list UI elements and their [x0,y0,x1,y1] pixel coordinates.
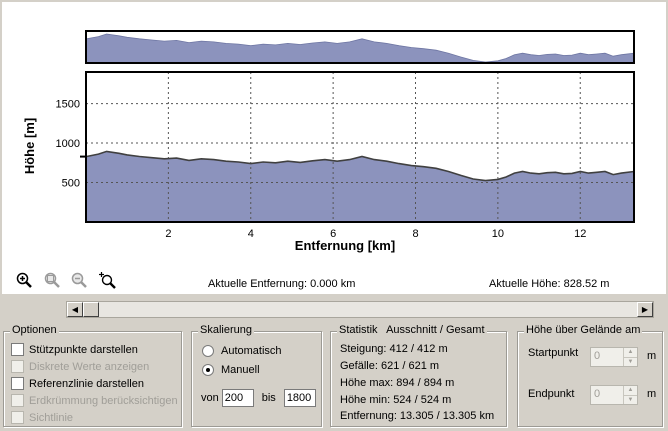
scroll-right-button[interactable]: ▶ [637,302,653,317]
elevation-profile-chart[interactable]: 500 1000 1500 2 4 6 8 10 12 Entfernung [km] Höhe… [2,2,666,294]
to-label: bis [261,392,276,404]
main-chart[interactable]: 500 1000 1500 2 4 6 8 10 12 [56,71,635,240]
stat-ascent: Steigung: 412 / 412 m [340,343,448,355]
profile-area [86,151,634,222]
discrete-values-checkbox [11,360,24,373]
option-earth-curvature: Erdkrümmung berücksichtigen [11,394,178,407]
spin-down-icon: ▼ [623,356,637,366]
scaling-manual-option[interactable]: Manuell [202,364,260,376]
earth-curvature-checkbox [11,394,24,407]
arrow-left-icon: ◀ [71,305,79,314]
y-tick-label: 1000 [56,138,80,150]
scaling-range: von 200 bis 1800 [201,389,316,407]
option-label: Stützpunkte darstellen [29,343,138,356]
start-point-spinner: 0 ▲ ▼ [590,347,638,367]
options-group-title: Optionen [10,324,59,336]
start-point-value: 0 [594,350,601,362]
start-point-label: Startpunkt [528,347,579,359]
y-tick-label: 500 [62,178,80,190]
auto-radio[interactable] [202,345,214,357]
end-point-unit: m [647,388,657,400]
y-axis-label: Höhe [m] [22,118,37,174]
arrow-right-icon: ▶ [641,305,649,314]
option-label: Erdkrümmung berücksichtigen [29,394,178,407]
option-label: Diskrete Werte anzeigen [29,360,150,373]
x-tick-label: 8 [412,228,418,240]
profile-plot-panel: 500 1000 1500 2 4 6 8 10 12 Entfernung [km] Höhe… [2,2,666,294]
end-point-label: Endpunkt [528,388,575,400]
x-axis-label: Entfernung [km] [295,238,395,253]
spin-up-icon: ▲ [623,348,637,357]
overview-frame [85,30,635,64]
manual-radio[interactable] [202,364,214,376]
to-input[interactable]: 1800 [283,389,316,407]
stat-height-max: Höhe max: 894 / 894 m [340,377,455,389]
x-tick-label: 12 [574,228,586,240]
spin-down-icon: ▼ [623,394,637,404]
plot-frame [85,71,635,223]
from-input[interactable]: 200 [221,389,254,407]
x-tick-label: 2 [165,228,171,240]
overview-chart[interactable] [85,30,635,64]
x-tick-label: 6 [330,228,336,240]
scroll-left-button[interactable]: ◀ [67,302,83,317]
option-line-of-sight: Sichtlinie [11,411,73,424]
zoom-extent-icon[interactable] [42,270,62,290]
scaling-group: Skalierung Automatisch Manuell von 200 b… [191,324,322,427]
reference-line-checkbox[interactable] [11,377,24,390]
x-tick-label: 4 [248,228,254,240]
line-of-sight-checkbox [11,411,24,424]
current-height-status: Aktuelle Höhe: 828.52 m [489,278,610,290]
height-above-ground-title: Höhe über Gelände am [524,324,643,336]
scaling-auto-option[interactable]: Automatisch [202,345,282,357]
y-tick-label: 1500 [56,99,80,111]
height-above-ground-group: Höhe über Gelände am Startpunkt 0 ▲ ▼ m … [517,324,663,427]
stat-descent: Gefälle: 621 / 621 m [340,360,440,372]
x-tick-label: 10 [492,228,504,240]
option-show-points[interactable]: Stützpunkte darstellen [11,343,138,356]
profile-line [85,150,635,182]
scaling-group-title: Skalierung [198,324,254,336]
zoom-in-icon[interactable] [14,270,34,290]
show-points-checkbox[interactable] [11,343,24,356]
from-label: von [201,392,219,404]
option-reference-line[interactable]: Referenzlinie darstellen [11,377,144,390]
statistics-group-title: Statistik Ausschnitt / Gesamt [337,324,487,336]
stat-height-min: Höhe min: 524 / 524 m [340,394,452,406]
option-discrete-values: Diskrete Werte anzeigen [11,360,149,373]
spin-up-icon: ▲ [623,386,637,395]
stat-distance: Entfernung: 13.305 / 13.305 km [340,410,495,422]
options-group: Optionen Stützpunkte darstellen Diskrete… [3,324,182,427]
end-point-value: 0 [594,388,601,400]
zoom-out-icon[interactable] [69,270,89,290]
manual-label: Manuell [221,364,260,376]
option-label: Sichtlinie [29,411,74,424]
zoom-select-icon[interactable] [97,270,117,290]
auto-label: Automatisch [221,345,282,357]
scroll-thumb[interactable] [83,302,99,317]
start-point-unit: m [647,350,657,362]
overview-area [85,33,635,64]
option-label: Referenzlinie darstellen [29,377,144,390]
end-point-spinner: 0 ▲ ▼ [590,385,638,405]
horizontal-scrollbar[interactable]: ◀ ▶ [66,301,654,318]
current-distance-status: Aktuelle Entfernung: 0.000 km [208,278,356,290]
statistics-group: Statistik Ausschnitt / Gesamt Steigung: … [330,324,507,427]
